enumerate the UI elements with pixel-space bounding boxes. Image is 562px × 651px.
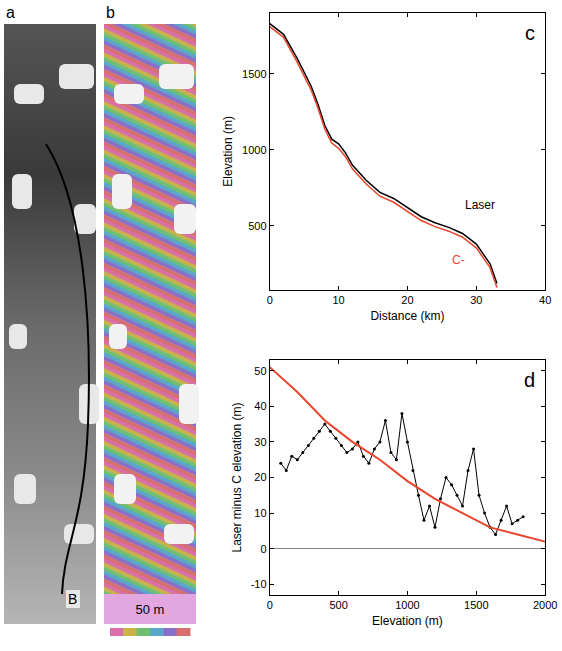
svg-text:1000: 1000 — [242, 144, 266, 156]
svg-text:0: 0 — [267, 294, 273, 306]
svg-text:Distance (km): Distance (km) — [370, 309, 444, 323]
svg-text:Laser: Laser — [465, 198, 495, 212]
svg-text:b: b — [106, 4, 115, 21]
svg-text:1000: 1000 — [395, 599, 419, 611]
svg-text:-10: -10 — [251, 578, 267, 590]
svg-text:B: B — [68, 591, 77, 607]
svg-text:0: 0 — [260, 543, 266, 555]
svg-text:2000: 2000 — [533, 599, 557, 611]
svg-text:1500: 1500 — [242, 68, 266, 80]
svg-text:c: c — [525, 22, 535, 44]
svg-text:40: 40 — [254, 400, 266, 412]
svg-text:30: 30 — [254, 436, 266, 448]
svg-text:1500: 1500 — [464, 599, 488, 611]
svg-text:50: 50 — [254, 365, 266, 377]
svg-text:20: 20 — [254, 471, 266, 483]
svg-text:30: 30 — [470, 294, 482, 306]
svg-text:50 m: 50 m — [136, 602, 165, 617]
svg-text:a: a — [6, 4, 15, 21]
svg-text:d: d — [524, 369, 535, 391]
svg-text:Elevation (m): Elevation (m) — [372, 614, 443, 628]
svg-text:Laser minus C elevation (m): Laser minus C elevation (m) — [230, 402, 244, 552]
svg-text:500: 500 — [248, 220, 266, 232]
svg-text:40: 40 — [539, 294, 551, 306]
svg-text:500: 500 — [329, 599, 347, 611]
svg-text:20: 20 — [401, 294, 413, 306]
svg-text:C-: C- — [452, 253, 465, 267]
svg-text:10: 10 — [332, 294, 344, 306]
svg-text:10: 10 — [254, 507, 266, 519]
svg-text:Elevation (m): Elevation (m) — [221, 116, 235, 187]
svg-text:0: 0 — [267, 599, 273, 611]
